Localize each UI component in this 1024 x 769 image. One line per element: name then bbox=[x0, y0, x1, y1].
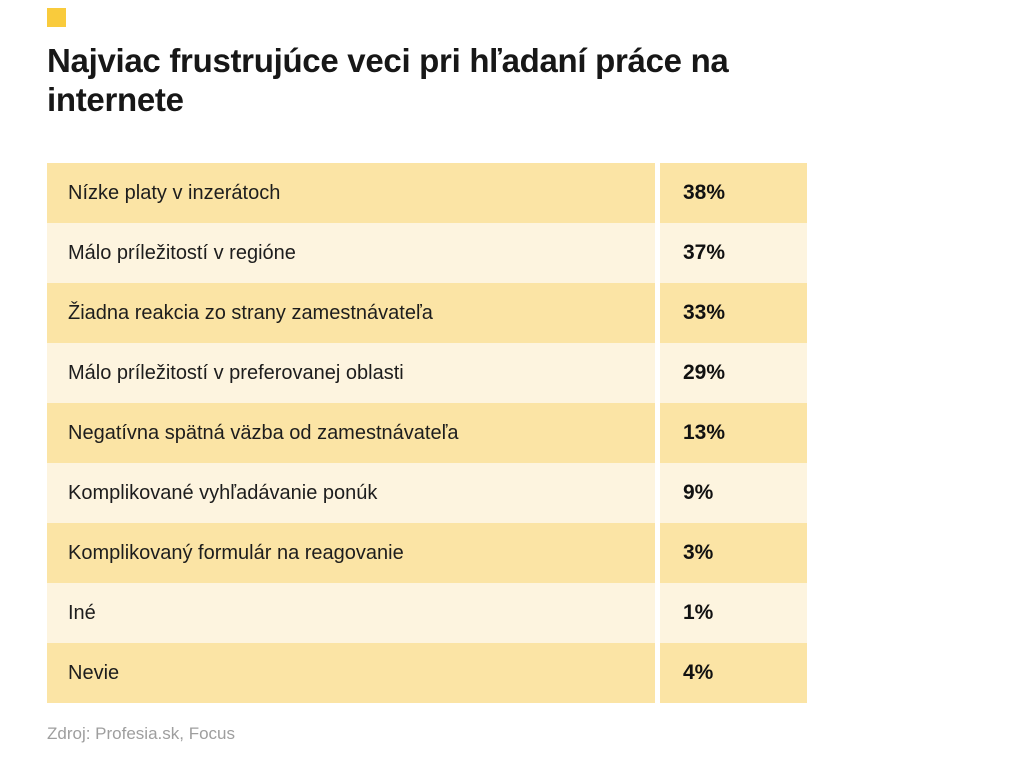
table-row: Komplikovaný formulár na reagovanie 3% bbox=[47, 523, 807, 583]
source-attribution: Zdroj: Profesia.sk, Focus bbox=[47, 724, 236, 743]
row-value: 1% bbox=[660, 583, 807, 643]
table-row: Žiadna reakcia zo strany zamestnávateľa … bbox=[47, 283, 807, 343]
table-row: Negatívna spätná väzba od zamestnávateľa… bbox=[47, 403, 807, 463]
row-label: Nízke platy v inzerátoch bbox=[47, 163, 655, 223]
row-value: 38% bbox=[660, 163, 807, 223]
table-row: Komplikované vyhľadávanie ponúk 9% bbox=[47, 463, 807, 523]
row-label: Komplikovaný formulár na reagovanie bbox=[47, 523, 655, 583]
frustrations-table: Nízke platy v inzerátoch 38% Málo prílež… bbox=[47, 163, 807, 703]
row-label: Nevie bbox=[47, 643, 655, 703]
row-value: 37% bbox=[660, 223, 807, 283]
table-row: Nízke platy v inzerátoch 38% bbox=[47, 163, 807, 223]
row-value: 33% bbox=[660, 283, 807, 343]
row-label: Málo príležitostí v preferovanej oblasti bbox=[47, 343, 655, 403]
table-row: Iné 1% bbox=[47, 583, 807, 643]
row-label: Málo príležitostí v regióne bbox=[47, 223, 655, 283]
row-label: Žiadna reakcia zo strany zamestnávateľa bbox=[47, 283, 655, 343]
logo-mark-icon bbox=[47, 8, 66, 27]
table-row: Málo príležitostí v preferovanej oblasti… bbox=[47, 343, 807, 403]
row-value: 3% bbox=[660, 523, 807, 583]
row-label: Komplikované vyhľadávanie ponúk bbox=[47, 463, 655, 523]
row-label: Negatívna spätná väzba od zamestnávateľa bbox=[47, 403, 655, 463]
row-value: 29% bbox=[660, 343, 807, 403]
row-value: 4% bbox=[660, 643, 807, 703]
row-value: 9% bbox=[660, 463, 807, 523]
table-row: Málo príležitostí v regióne 37% bbox=[47, 223, 807, 283]
page-title: Najviac frustrujúce veci pri hľadaní prá… bbox=[47, 42, 729, 118]
table-row: Nevie 4% bbox=[47, 643, 807, 703]
row-value: 13% bbox=[660, 403, 807, 463]
row-label: Iné bbox=[47, 583, 655, 643]
